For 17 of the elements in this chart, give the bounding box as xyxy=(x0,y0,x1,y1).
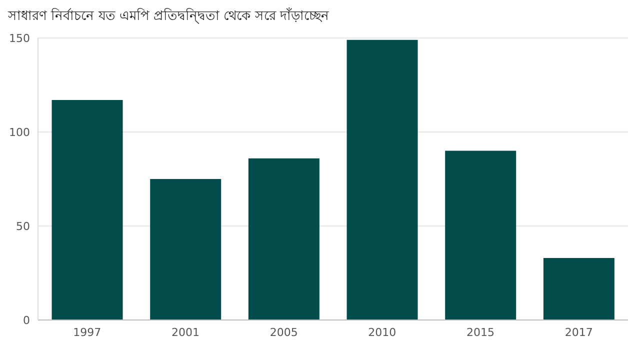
x-tick-label: 2015 xyxy=(466,326,494,339)
chart-title: সাধারণ নির্বাচনে যত এমপি প্রতিদ্বন্দ্বিতা থেকে সরে দাঁড়াচ্ছেন xyxy=(8,8,330,26)
bar xyxy=(543,258,614,320)
x-tick-label: 1997 xyxy=(73,326,102,339)
x-tick-label: 2001 xyxy=(172,326,200,339)
x-tick-label: 2005 xyxy=(270,326,298,339)
bar xyxy=(248,158,320,320)
bar xyxy=(150,179,222,320)
bar xyxy=(346,40,418,320)
bar xyxy=(445,150,516,320)
x-tick-label: 2017 xyxy=(564,326,593,339)
y-tick-label: 100 xyxy=(9,126,30,139)
bar xyxy=(52,100,123,320)
y-tick-label: 50 xyxy=(16,220,30,233)
x-tick-label: 2010 xyxy=(368,326,396,339)
y-tick-label: 0 xyxy=(23,314,30,327)
y-tick-label: 150 xyxy=(9,32,30,45)
